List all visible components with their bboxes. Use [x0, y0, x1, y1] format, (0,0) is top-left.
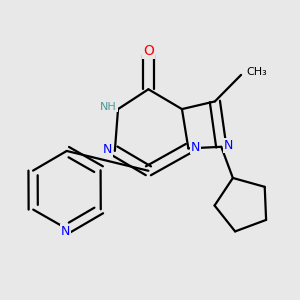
Text: CH₃: CH₃	[247, 67, 268, 77]
Text: N: N	[103, 143, 112, 156]
Text: NH: NH	[100, 101, 117, 112]
Text: N: N	[61, 225, 70, 238]
Text: O: O	[143, 44, 154, 58]
Text: N: N	[224, 139, 233, 152]
Text: N: N	[191, 141, 200, 154]
